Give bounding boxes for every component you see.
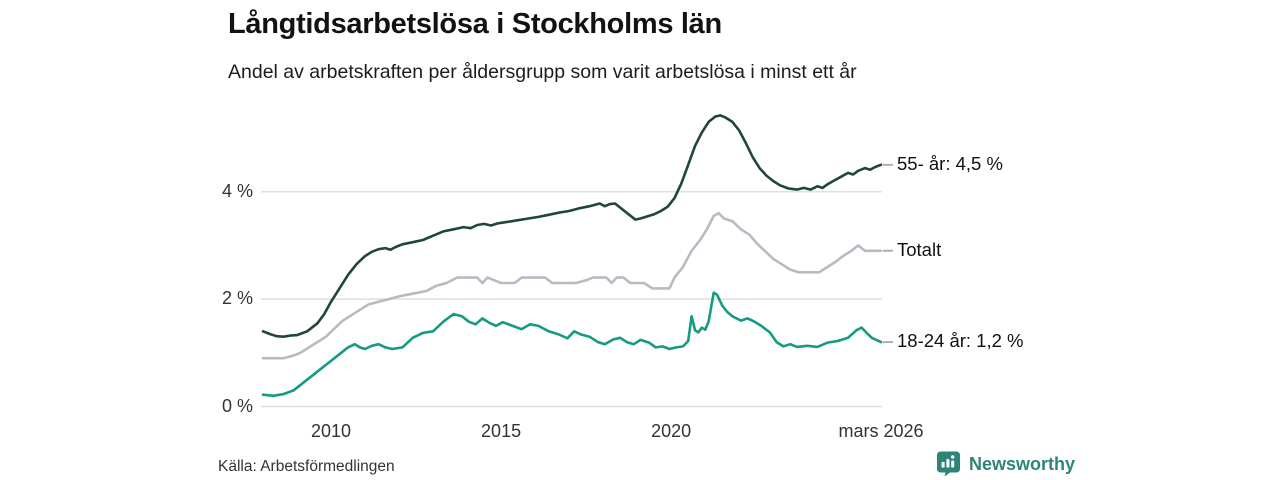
- x-axis-tick-label: mars 2026: [838, 421, 924, 441]
- x-axis-tick-label: 2020: [651, 421, 692, 441]
- chart-subtitle: Andel av arbetskraften per åldersgrupp s…: [228, 61, 857, 83]
- y-axis-tick-label: 2 %: [221, 288, 253, 309]
- brand-name: Newsworthy: [969, 453, 1076, 474]
- series-label-55-ar: 55- år: 4,5 %: [897, 152, 1003, 174]
- chart-title: Långtidsarbetslösa i Stockholms län: [228, 8, 722, 40]
- x-axis-tick-label: 2015: [481, 421, 522, 441]
- series-line-totalt: [261, 211, 883, 360]
- y-axis-tick-label: 0 %: [221, 395, 253, 416]
- source-note: Källa: Arbetsförmedlingen: [218, 458, 395, 475]
- series-line-55-ar: [261, 114, 883, 339]
- y-axis-tick-label: 4 %: [221, 180, 253, 201]
- brand-logo: Newsworthy: [936, 451, 1075, 477]
- newsworthy-icon: [936, 451, 961, 477]
- series-label-totalt: Totalt: [897, 238, 942, 260]
- x-axis-tick-label: 2010: [310, 421, 352, 441]
- series-line-18-24-ar: [261, 291, 883, 398]
- series-label-18-24-ar: 18-24 år: 1,2 %: [897, 330, 1024, 352]
